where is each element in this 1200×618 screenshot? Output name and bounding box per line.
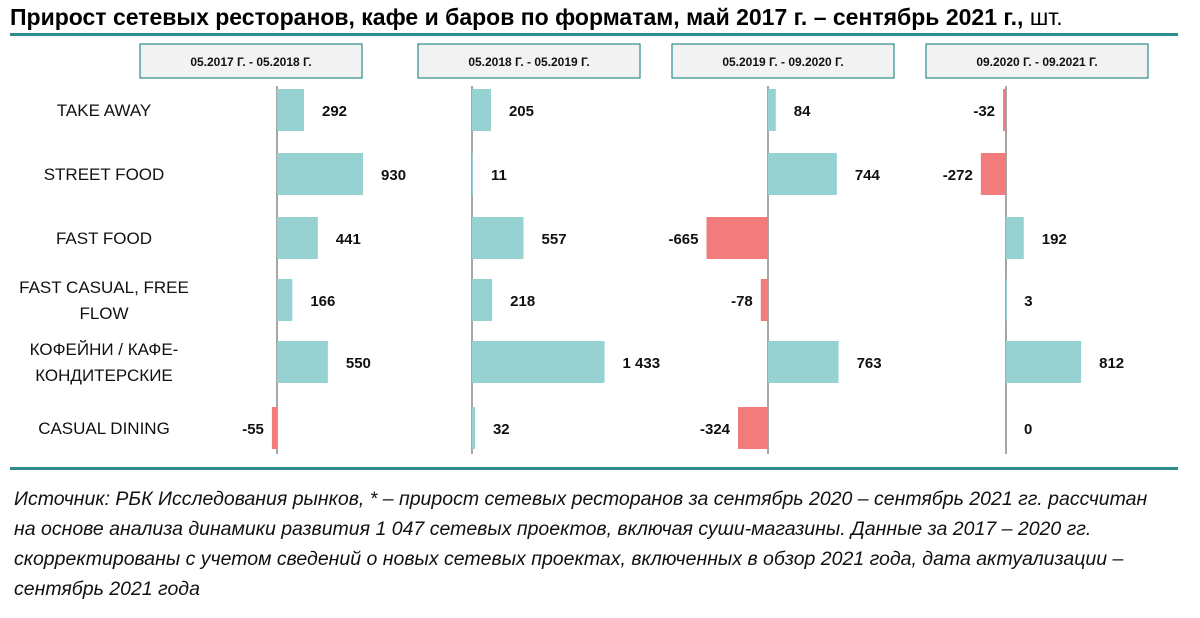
bar <box>1006 217 1024 259</box>
period-header-label: 05.2019 Г. - 09.2020 Г. <box>722 55 843 69</box>
category-label: STREET FOOD <box>44 165 165 184</box>
category-label: КОНДИТЕРСКИЕ <box>35 366 173 385</box>
category-label: TAKE AWAY <box>57 101 151 120</box>
value-label: 441 <box>336 231 361 248</box>
period-header-label: 09.2020 Г. - 09.2021 Г. <box>976 55 1097 69</box>
value-label: -78 <box>731 293 753 310</box>
value-label: -272 <box>943 167 973 184</box>
bar <box>1006 341 1082 383</box>
bar <box>271 407 277 449</box>
bar <box>277 217 318 259</box>
bar <box>738 407 768 449</box>
value-label: 205 <box>509 103 534 120</box>
value-label: 292 <box>322 103 347 120</box>
bar <box>472 407 475 449</box>
period-header-label: 05.2018 Г. - 05.2019 Г. <box>468 55 589 69</box>
category-label: FAST CASUAL, FREE <box>19 278 189 297</box>
bar <box>472 153 474 195</box>
value-label: 218 <box>510 293 535 310</box>
period-header <box>139 43 363 79</box>
period-header <box>925 43 1149 79</box>
value-label: 11 <box>491 167 507 184</box>
bar <box>768 153 837 195</box>
bar <box>1006 279 1007 321</box>
bar <box>472 279 493 321</box>
value-label: -32 <box>973 103 995 120</box>
bar <box>768 341 839 383</box>
value-label: -324 <box>700 421 731 438</box>
bar <box>472 341 605 383</box>
category-label: КОФЕЙНИ / КАФЕ- <box>30 340 179 359</box>
period-header <box>417 43 641 79</box>
chart-title: Прирост сетевых ресторанов, кафе и баров… <box>10 4 1190 31</box>
bar <box>1003 89 1006 131</box>
bar <box>277 153 364 195</box>
bar <box>472 89 491 131</box>
top-rule <box>10 33 1178 36</box>
value-label: 763 <box>857 355 882 372</box>
value-label: 166 <box>310 293 335 310</box>
value-label: 32 <box>493 421 510 438</box>
bar <box>760 279 768 321</box>
value-label: 0 <box>1024 421 1032 438</box>
category-label: FLOW <box>79 304 128 323</box>
bar <box>277 341 328 383</box>
value-label: 84 <box>794 103 811 120</box>
bar <box>277 279 293 321</box>
value-label: 192 <box>1042 231 1067 248</box>
chart-title-unit: шт. <box>1029 4 1063 30</box>
value-label: 930 <box>381 167 406 184</box>
chart: TAKE AWAY STREET FOOD FAST FOOD FAST CASUAL… <box>19 43 1149 454</box>
value-label: 3 <box>1024 293 1032 310</box>
value-label: 550 <box>346 355 371 372</box>
period-header-label: 05.2017 Г. - 05.2018 Г. <box>190 55 311 69</box>
value-label: -55 <box>242 421 264 438</box>
value-label: 1 433 <box>623 355 661 372</box>
value-label: 812 <box>1099 355 1124 372</box>
value-label: 744 <box>855 167 881 184</box>
bottom-rule <box>10 467 1178 470</box>
bar <box>472 217 524 259</box>
chart-title-main: Прирост сетевых ресторанов, кафе и баров… <box>10 4 1024 30</box>
period-header <box>671 43 895 79</box>
bar <box>706 217 768 259</box>
bar <box>980 153 1006 195</box>
value-label: -665 <box>668 231 698 248</box>
bar <box>768 89 776 131</box>
category-label: FAST FOOD <box>56 229 152 248</box>
value-label: 557 <box>542 231 567 248</box>
bar <box>277 89 305 131</box>
category-label: CASUAL DINING <box>38 419 170 438</box>
footnote: Источник: РБК Исследования рынков, * – п… <box>14 488 1148 600</box>
